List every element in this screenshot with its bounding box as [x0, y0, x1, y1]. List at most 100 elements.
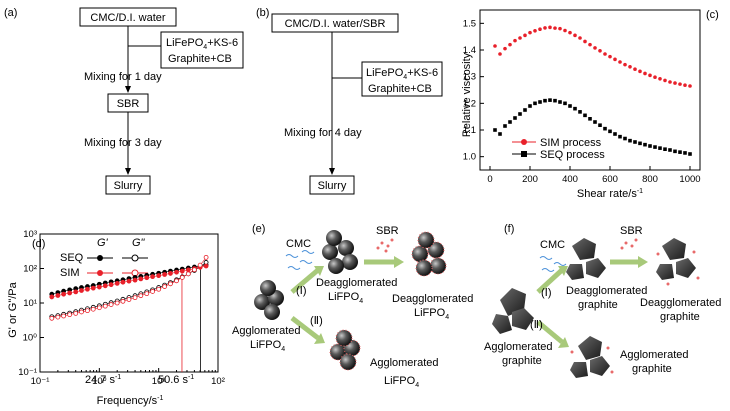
panel-c-point-seq [493, 128, 497, 132]
panel-c-point-seq [678, 150, 682, 154]
panel-c-point-sim [543, 26, 547, 30]
panel-e-cmc-fibers [285, 250, 315, 270]
panel-d-point [102, 283, 108, 289]
panel-c-label: (c) [706, 9, 719, 21]
panel-c-point-sim [613, 57, 617, 62]
panel-c-point-sim [598, 49, 602, 53]
panel-c-point-seq [498, 132, 502, 136]
panel-d-x-tick-label: 10⁰ [92, 376, 107, 387]
panel-c-point-seq [533, 101, 537, 106]
panel-c-x-tick-label: 1000 [679, 174, 700, 185]
panel-d-point [168, 271, 173, 276]
panel-f-deagglomerated-label-2a: Deagglomerated [640, 297, 721, 309]
panel-a-box-slurry-text: Slurry [114, 180, 143, 192]
panel-c-y-tick-label: 1.5 [463, 18, 476, 29]
panel-c-point-sim [683, 83, 687, 87]
panel-c-point-sim [563, 28, 567, 33]
panel-d-point [90, 306, 96, 312]
panel-d-point [132, 295, 138, 301]
panel-c-point-sim [498, 52, 502, 56]
panel-d-point [150, 274, 155, 280]
panel-e-agglomerated-label-3: Agglomerated [370, 357, 439, 369]
panel-d-point [191, 267, 197, 273]
panel-d-y-tick-label: 10⁰ [23, 333, 38, 344]
panel-e-deagglomerated-label-1b: LiFPO4 [328, 291, 363, 305]
panel-d-point [85, 308, 90, 314]
panel-e-agglomerated-label-2: LiFPO4 [250, 339, 285, 353]
panel-d-annotation-50-6: 50.6 s-1 [158, 374, 194, 386]
panel-c-legend: SIM process SEQ process [512, 137, 605, 161]
panel-d-point [174, 278, 179, 284]
panel-d-point [96, 284, 102, 290]
panel-c-point-sim [593, 46, 597, 50]
panel-e-agglomerated-label-1: Agglomerated [232, 325, 301, 337]
panel-f-deagglomerated-label-2b: graphite [660, 311, 700, 323]
panel-d-point [138, 293, 144, 299]
legend-seq-gp-marker [97, 255, 103, 261]
panel-f-sbr-dots [620, 238, 638, 250]
panel-f-agglomerated-label-2: graphite [502, 355, 542, 367]
panel-c-point-seq [633, 140, 637, 144]
panel-a-box-materials-line2: Graphite+CB [168, 53, 232, 65]
panel-f-agglomerated-label-3: Agglomerated [620, 349, 689, 361]
panel-c-y-tick-label: 1.2 [463, 98, 476, 109]
panel-d-point [49, 315, 55, 321]
legend-sim-label: SIM process [540, 137, 602, 149]
panel-d-point [144, 275, 150, 281]
panel-d-annotation-24-7: 24.7 s-1 [85, 374, 121, 386]
panel-d-point [203, 254, 209, 260]
panel-c-point-seq [553, 98, 557, 103]
panel-d-point [174, 269, 179, 275]
panel-d-point [79, 288, 84, 293]
panel-c-point-sim [688, 84, 692, 88]
panel-f-cmc-label: CMC [540, 239, 565, 251]
panel-c-point-sim [558, 26, 562, 31]
panel-a-label: (a) [4, 7, 17, 19]
panel-d-point [162, 272, 168, 277]
panel-c-point-seq [683, 151, 687, 155]
panel-d-point [102, 303, 108, 309]
panel-c-point-sim [583, 39, 587, 44]
panel-c-point-sim [673, 81, 677, 85]
panel-c-point-sim [578, 36, 582, 40]
panel-c-point-sim [508, 42, 512, 47]
panel-c-point-seq [558, 100, 562, 104]
panel-d-legend: G' G" SEQ SIM [60, 237, 148, 279]
panel-c-point-sim [663, 78, 667, 83]
panel-a-step-2: Mixing for 3 day [84, 137, 162, 149]
panel-e-route1-label: (Ⅰ) [296, 285, 307, 297]
panel-c-x-tick-label: 200 [522, 174, 538, 185]
legend-sim-row: SIM [60, 267, 80, 279]
panel-d-point [138, 276, 144, 282]
legend-seq-marker [521, 151, 527, 157]
panel-c-point-seq [563, 101, 567, 106]
panel-c-point-seq [523, 108, 527, 112]
panel-e-agglomerated-particles-2 [329, 329, 361, 371]
panel-c-point-seq [578, 110, 582, 114]
panel-c-point-sim [588, 42, 592, 47]
panel-d-y-tick-label: 10³ [23, 229, 37, 240]
panel-a-flowchart: (a) CMC/D.I. water LiFePO4+KS-6 Graphite… [4, 7, 244, 195]
panel-c-plot-frame [479, 9, 701, 171]
panel-d-point [79, 309, 84, 315]
panel-c-point-seq [608, 129, 612, 134]
panel-d-point [49, 294, 55, 300]
panel-d-point [132, 277, 138, 283]
panel-e-agglomerated-label-4: LiFPO4 [384, 375, 419, 389]
panel-c-point-seq [653, 145, 657, 149]
panel-a-box-slurry [105, 175, 151, 195]
panel-e-deagglomerated-label-1a: Deagglomerated [316, 277, 397, 289]
panel-d-y-axis-label: G' or G"/Pa [7, 281, 19, 337]
panel-a-box-materials-line1: LiFePO4+KS-6 [166, 37, 238, 51]
panel-c-point-seq [513, 116, 517, 120]
panel-e-deagglomerated-label-2b: LiFPO4 [414, 307, 449, 321]
panel-c-point-sim [573, 33, 577, 38]
panel-c-point-seq [598, 123, 602, 127]
panel-c-point-sim [668, 80, 672, 84]
panel-c-y-axis-label: Relative viscosity [461, 52, 473, 137]
panel-e-deagglomerated-particles-2 [411, 231, 447, 277]
panel-e-lifepo4-schematic: (e) CMC SBR (Ⅰ) (Ⅱ) Agglomerated LiFPO4 [232, 223, 473, 389]
panel-c-point-seq [568, 104, 572, 108]
panel-d-point [55, 293, 61, 298]
panel-f-sbr-label: SBR [620, 225, 643, 237]
